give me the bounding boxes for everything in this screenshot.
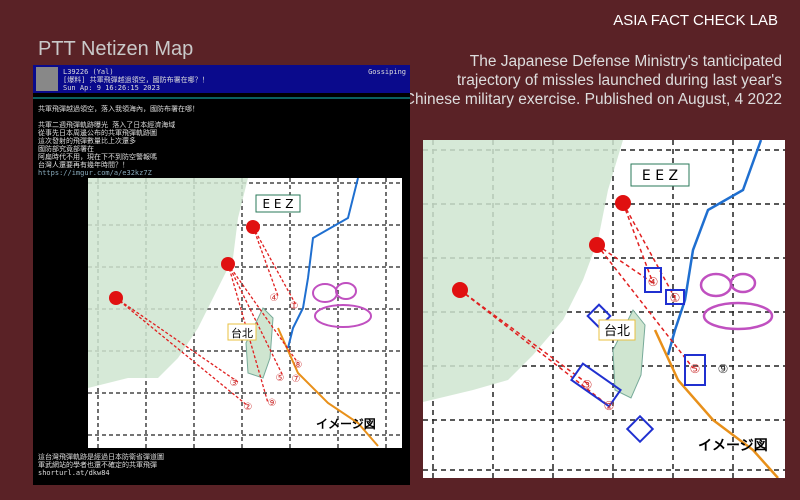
netizen-map: E E Z 台北 イメージ図 ④ ① ⑧ ③ ⑤ ⑦ ② ⑨: [88, 178, 402, 448]
ptt-board: Gossiping: [368, 68, 406, 76]
ptt-title: [爆料] 共軍飛彈越過領空，國防布署在哪？！: [63, 76, 209, 84]
ptt-body-line: 共軍飛彈越過領空，落入我領海內，國防布署在哪！: [38, 105, 199, 113]
marker: ③: [230, 378, 239, 389]
marker: ⑤: [690, 362, 701, 376]
orange-line: [653, 329, 779, 478]
footer-link[interactable]: shorturl.at/dkw84: [38, 469, 110, 477]
marker: ④: [270, 293, 279, 304]
marker: ②: [244, 402, 253, 413]
brand-label: ASIA FACT CHECK LAB: [613, 12, 778, 29]
launch-point: [615, 195, 631, 211]
ptt-body: 共軍飛彈越過領空，落入我領海內，國防布署在哪！ 共軍二週飛彈軌跡曝光 落入了日本…: [33, 99, 410, 177]
marker: ①: [670, 291, 681, 305]
ptt-body-line: 這次發射的飛彈數量比上次還多: [38, 137, 136, 145]
ptt-body-line: 共軍二週飛彈軌跡曝光 落入了日本經濟海域: [38, 121, 176, 129]
description: The Japanese Defense Ministry's tanticip…: [403, 53, 782, 108]
taiwan-land: [245, 307, 274, 379]
ptt-body-line: 阿扁時代不用，現在下不到防空警報嗎: [38, 153, 157, 161]
eez-line: [666, 140, 763, 356]
launch-point: [246, 220, 260, 234]
launch-point: [589, 237, 605, 253]
taipei-label: 台北: [604, 324, 630, 339]
taipei-label: 台北: [231, 326, 253, 340]
ptt-date: Sun Ap: 9 16:26:15 2023: [63, 84, 160, 92]
ptt-body-line: 國防部究竟部署在: [38, 145, 94, 153]
mainland-land: [423, 140, 623, 402]
ptt-body-line: [38, 113, 405, 121]
marker: ②: [604, 399, 615, 413]
ptt-body-line: 從事先日本周邊公布的共軍飛彈軌跡圖: [38, 129, 157, 137]
marker: ⑨: [268, 398, 277, 409]
marker: ⑦: [292, 374, 301, 385]
divider: [33, 97, 410, 99]
taiwan-land: [612, 309, 646, 399]
image-label: イメージ図: [316, 417, 376, 431]
orange-line: [277, 327, 379, 447]
footer-line: 軍武網站的學者也還不確定的共軍飛彈: [38, 461, 157, 469]
ptt-logo: [36, 67, 58, 91]
marker: ④: [648, 275, 659, 289]
launch-point: [109, 291, 123, 305]
launch-point: [452, 282, 468, 298]
eez-line: [287, 178, 359, 349]
launch-point: [221, 257, 235, 271]
marker: ⑤: [276, 373, 285, 384]
ptt-author: L39226 (Yal): [63, 68, 114, 76]
image-label: イメージ図: [698, 438, 768, 454]
left-title: PTT Netizen Map: [38, 38, 194, 60]
mainland-land: [88, 178, 248, 388]
footer-line: 這台灣飛彈軌跡是經過日本防衛省彈道圖: [38, 453, 164, 461]
marker: ⑨: [718, 362, 729, 376]
ptt-footer: 這台灣飛彈軌跡是經過日本防衛省彈道圖 軍武網站的學者也還不確定的共軍飛彈 sho…: [38, 453, 164, 477]
eez-label: E E Z: [262, 197, 293, 211]
ministry-map: E E Z 台北 イメージ図 ④ ① ③ ② ⑤ ⑨: [423, 140, 785, 478]
ptt-body-line: 台灣人還要再有幾年時間？！: [38, 161, 129, 169]
marker: ①: [290, 301, 299, 312]
marker: ③: [582, 378, 593, 392]
ptt-header: L39226 (Yal) [爆料] 共軍飛彈越過領空，國防布署在哪？！ Sun …: [33, 65, 410, 93]
ptt-link[interactable]: https://imgur.com/a/e32kz7Z: [38, 169, 152, 177]
eez-label: E E Z: [642, 168, 678, 184]
marker: ⑧: [294, 360, 303, 371]
